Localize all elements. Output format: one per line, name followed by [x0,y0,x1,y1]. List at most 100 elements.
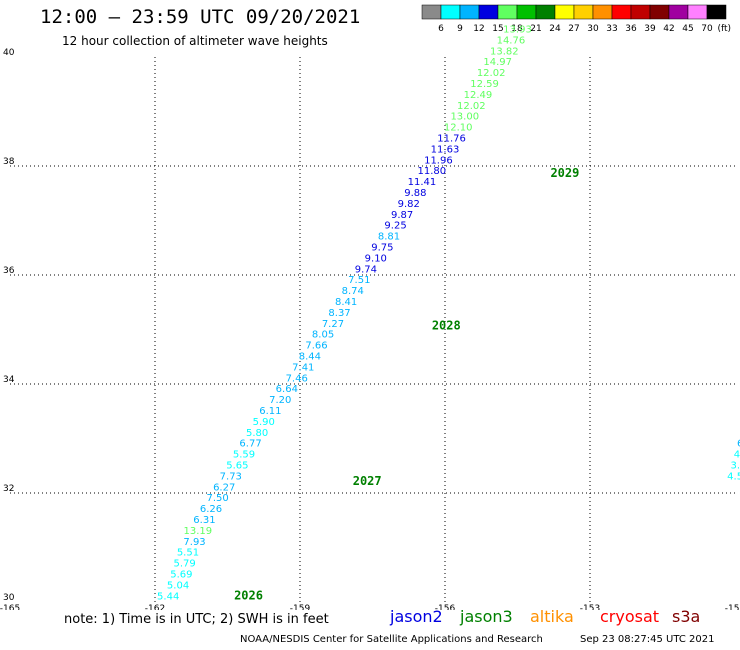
color-bin-label: 9 [457,24,463,34]
swh-value-label: 11.63 [431,144,460,155]
swh-value-label: 7.51 [348,275,370,286]
swh-value-label: 7.93 [183,537,205,548]
swh-value-label: 7.20 [269,395,291,406]
swh-value-label: 9.10 [365,253,387,264]
swh-value-label: 7.66 [305,341,327,352]
swh-value-label: 11.96 [424,155,453,166]
swh-value-label: 4.12 [734,450,740,461]
color-bin-label: 42 [663,24,674,34]
swh-value-label: 14.76 [497,35,526,46]
swh-value-label: 7.73 [220,471,242,482]
swh-value-label: 5.80 [246,428,268,439]
swh-value-label: 7.41 [292,362,314,373]
swh-value-label: 8.74 [342,286,364,297]
swh-value-label: 6.31 [193,515,215,526]
x-tick-label: -153 [580,604,600,610]
credit-line: NOAA/NESDIS Center for Satellite Applica… [240,634,543,645]
color-scale-legend: 6 9 12 15 18 21 24 27 30 33 36 39 42 45 70 (ft) [421,4,731,34]
track-time-label: 2028 [432,319,461,333]
swh-value-label: 13.93 [503,24,532,35]
track-time-label: 2029 [550,166,579,180]
color-bin-label: 12 [473,24,484,34]
swh-value-label: 6.33 [737,439,740,450]
swh-value-label: 5.65 [226,460,248,471]
color-bin-label: 15 [492,24,503,34]
color-bin-label: 30 [587,24,599,34]
swh-value-label: 12.02 [457,101,486,112]
swh-value-label: 8.05 [312,330,334,341]
swh-value-label: 9.75 [371,242,393,253]
color-bin-label: 70 [701,24,713,34]
swh-value-label: 9.88 [404,188,426,199]
color-bin-label: 33 [606,24,617,34]
timestamp: Sep 23 08:27:45 UTC 2021 [580,634,715,645]
swh-value-label: 5.90 [253,417,275,428]
swh-value-label: 5.04 [167,580,189,591]
x-tick-label: -150 [725,604,740,610]
color-bin-label: 45 [682,24,693,34]
color-bin-label: 21 [530,24,541,34]
swh-value-label: 4.51 [727,471,740,482]
x-tick-label: -165 [0,604,20,610]
swh-value-label: 9.87 [391,210,413,221]
satellite-cryosat: cryosat [600,607,660,626]
swh-value-label: 13.19 [184,526,213,537]
chart-subtitle: 12 hour collection of altimeter wave hei… [62,34,328,48]
wave-height-plot: -165 -162 -159 -156 -153 -150 30 32 34 36 38 40 5.44… [0,24,740,610]
swh-value-label: 7.46 [286,373,308,384]
y-tick-label: 36 [3,266,15,276]
swh-value-label: 5.51 [177,548,199,559]
satellite-jason3: jason3 [460,607,513,626]
satellite-altika: altika [530,607,574,626]
swh-value-label: 12.49 [464,90,493,101]
swh-value-label: 6.77 [239,439,261,450]
satellite-s3a: s3a [672,607,701,626]
color-bin-70 [706,4,727,20]
swh-value-label: 6.26 [200,504,222,515]
color-bin-label: 36 [625,24,637,34]
y-tick-label: 40 [3,48,15,58]
swh-value-label: 8.44 [299,351,321,362]
x-tick-label: -156 [435,604,456,610]
swh-value-label: 7.50 [206,493,228,504]
swh-value-label: 9.74 [355,264,377,275]
swh-value-label: 11.80 [417,166,446,177]
swh-value-label: 11.41 [408,177,437,188]
swh-value-label: 13.82 [490,46,519,57]
swh-value-label: 9.25 [384,221,406,232]
swh-value-label: 6.27 [213,482,235,493]
color-bin-label: 27 [568,24,579,34]
color-bin-label: 39 [644,24,656,34]
swh-value-label: 3.56 [730,460,740,471]
y-tick-label: 32 [3,484,14,494]
swh-value-label: 8.41 [335,297,357,308]
swh-value-label: 11.76 [437,133,466,144]
swh-value-label: 7.27 [322,319,344,330]
x-tick-label: -162 [145,604,165,610]
footnote: note: 1) Time is in UTC; 2) SWH is in fe… [64,612,329,627]
swh-value-label: 12.59 [470,79,499,90]
swh-value-label: 5.69 [170,569,192,580]
swh-value-label: 6.64 [276,384,298,395]
y-tick-label: 34 [3,375,15,385]
x-tick-label: -159 [290,604,311,610]
swh-value-label: 12.02 [477,68,506,79]
swh-value-label: 13.00 [450,112,479,123]
color-bin-label: 18 [511,24,523,34]
track-time-label: 2026 [234,588,263,602]
swh-value-label: 14.97 [483,57,512,68]
y-tick-label: 38 [3,157,15,167]
color-scale-unit: (ft) [717,24,731,34]
y-tick-label: 30 [3,593,15,603]
swh-value-label: 12.10 [444,123,473,134]
chart-title: 12:00 – 23:59 UTC 09/20/2021 [40,6,361,28]
swh-value-label: 9.82 [398,199,420,210]
swh-value-label: 6.11 [259,406,281,417]
satellite-jason2: jason2 [390,607,443,626]
swh-value-label: 8.81 [378,232,400,243]
swh-value-label: 5.44 [157,591,179,602]
swh-value-label: 8.37 [328,308,350,319]
track-time-label: 2027 [353,474,382,488]
swh-value-label: 5.79 [174,559,196,570]
